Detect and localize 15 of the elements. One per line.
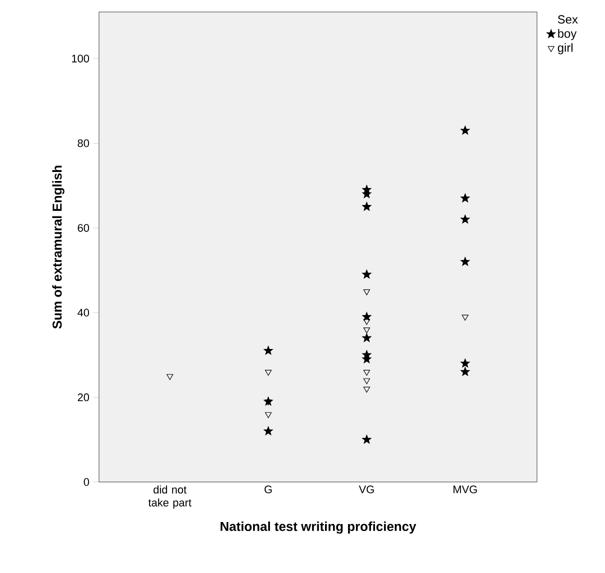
x-tick-label: did not take part <box>148 486 192 509</box>
y-axis-title: Sum of extramural English <box>52 166 64 329</box>
legend-label: boy <box>558 29 577 40</box>
legend-title: Sex <box>558 15 578 24</box>
legend-label: girl <box>558 43 573 54</box>
y-tick-label: 20 <box>78 393 90 402</box>
x-tick-label: MVG <box>454 486 477 494</box>
y-tick-label: 80 <box>78 139 90 148</box>
y-tick-label: 40 <box>78 308 90 316</box>
y-tick-label: 60 <box>78 224 90 232</box>
x-axis-title: National test writing proficiency <box>220 522 416 534</box>
y-tick-label: 100 <box>72 54 90 62</box>
y-tick-label: 0 <box>84 478 90 486</box>
x-tick-label: VG <box>358 486 374 494</box>
x-tick-label: G <box>264 486 272 494</box>
